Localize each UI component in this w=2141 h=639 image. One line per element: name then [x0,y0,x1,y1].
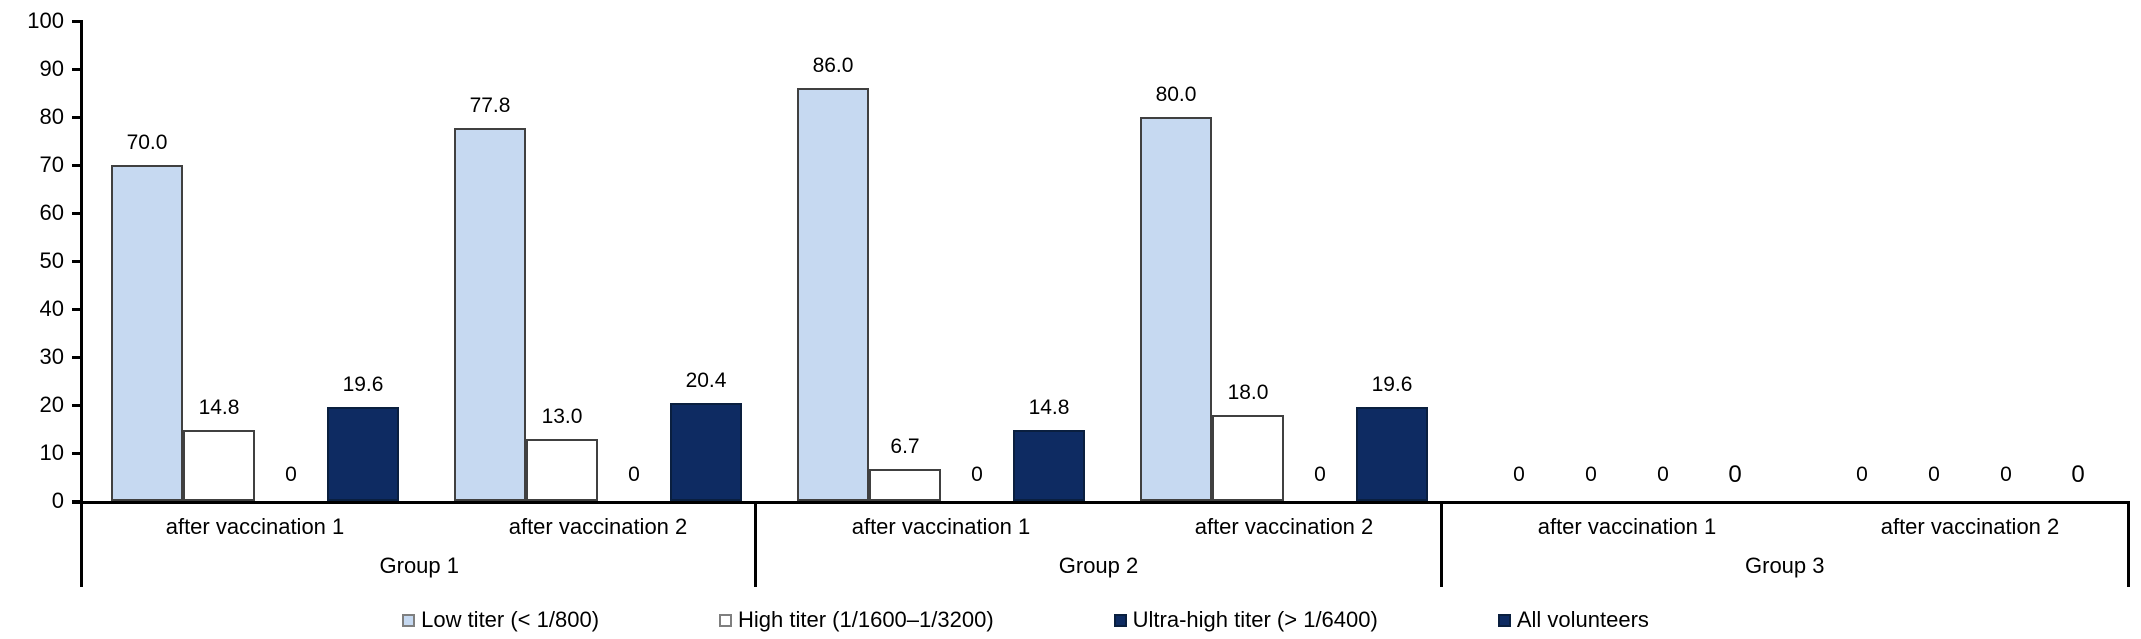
zero-value-label: 0 [285,463,297,486]
group-label: Group 2 [1058,553,1139,578]
group-label: Group 3 [1745,553,1825,578]
bar-value-label: 80.0 [1155,83,1197,106]
zero-value-label: 0 [1856,463,1868,486]
zero-value-label: 0 [1928,463,1940,486]
bar [111,165,183,501]
y-axis-tick-label: 0 [51,488,64,513]
bar [1013,430,1085,501]
y-axis-tick-label: 90 [39,56,64,81]
category-label: after vaccination 1 [851,514,1031,539]
category-divider [754,501,757,587]
category-label: after vaccination 2 [508,514,688,539]
bar-value-label: 14.8 [1028,396,1070,419]
y-axis-tick-label: 50 [39,248,64,273]
y-axis-tick-label: 20 [39,392,64,417]
bar [526,439,598,501]
zero-value-label: 0 [2071,461,2085,488]
zero-value-label: 0 [628,463,640,486]
bar-value-label: 70.0 [126,131,168,154]
y-axis-tick [72,260,83,263]
bar-value-label: 19.6 [342,373,384,396]
y-axis-tick-label: 80 [39,104,64,129]
y-axis-tick [72,308,83,311]
bar-value-label: 20.4 [685,369,727,392]
y-axis-tick-label: 30 [39,344,64,369]
legend-item: Low titer (< 1/800) [402,607,599,633]
zero-value-label: 0 [1314,463,1326,486]
y-axis-tick [72,116,83,119]
category-divider [1440,501,1443,587]
y-axis-tick [72,212,83,215]
bar-value-label: 18.0 [1227,381,1269,404]
y-axis-line [80,21,83,587]
y-axis-tick-label: 70 [39,152,64,177]
legend-item: All volunteers [1497,607,1649,633]
legend-item: Ultra-high titer (> 1/6400) [1113,607,1378,633]
bar-value-label: 19.6 [1371,373,1413,396]
bar-value-label: 86.0 [812,54,854,77]
zero-value-label: 0 [1585,463,1597,486]
zero-value-label: 0 [2000,463,2012,486]
bar [1140,117,1212,501]
x-axis-line [72,501,2128,504]
bar-value-label: 14.8 [198,396,240,419]
y-axis-tick-label: 10 [39,440,64,465]
bar [183,430,255,501]
legend-swatch-icon [719,613,733,627]
zero-value-label: 0 [971,463,983,486]
y-axis-tick [72,20,83,23]
legend-label: Low titer (< 1/800) [421,607,600,632]
legend-label: High titer (1/1600–1/3200) [738,607,994,632]
bar-value-label: 13.0 [541,405,583,428]
group-label: Group 1 [379,553,460,578]
category-label: after vaccination 1 [1537,514,1717,539]
zero-value-label: 0 [1728,461,1742,488]
zero-value-label: 0 [1513,463,1525,486]
legend-label: All volunteers [1516,607,1649,632]
legend-swatch-icon [1497,613,1511,627]
y-axis-tick-label: 60 [39,200,64,225]
legend-item: High titer (1/1600–1/3200) [719,607,994,633]
category-divider [2126,501,2130,587]
bar-value-label: 6.7 [890,435,920,458]
legend-swatch-icon [1113,613,1127,627]
bar [454,128,526,501]
bar [797,88,869,501]
y-axis-tick [72,500,83,503]
bar [1212,415,1284,501]
y-axis-tick-label: 100 [27,8,64,33]
y-axis-tick [72,452,83,455]
bar [869,469,941,501]
category-label: after vaccination 2 [1194,514,1374,539]
category-label: after vaccination 1 [165,514,345,539]
y-axis-tick [72,164,83,167]
legend: Low titer (< 1/800) High titer (1/1600–1/… [0,604,2141,636]
legend-swatch-icon [402,613,416,627]
y-axis-tick-label: 40 [39,296,64,321]
y-axis-tick [72,404,83,407]
bar [670,403,742,501]
legend-label: Ultra-high titer (> 1/6400) [1132,607,1378,632]
y-axis-tick [72,356,83,359]
y-axis-tick [72,68,83,71]
zero-value-label: 0 [1657,463,1669,486]
bar-value-label: 77.8 [469,94,511,117]
category-label: after vaccination 2 [1880,514,2060,539]
bar [1356,407,1428,501]
bar [327,407,399,501]
